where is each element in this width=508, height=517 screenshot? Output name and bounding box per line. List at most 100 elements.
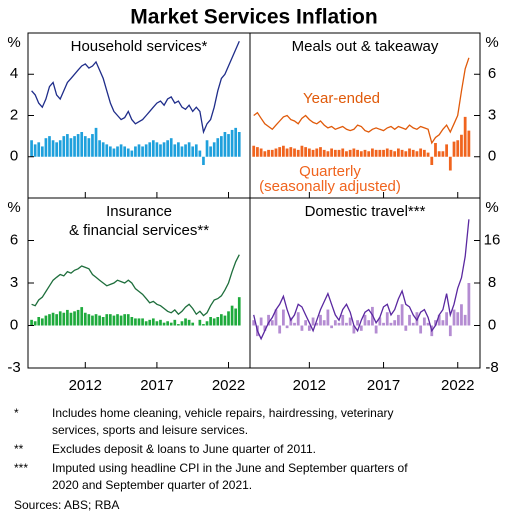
bar — [463, 314, 467, 326]
bar — [87, 138, 91, 157]
bar — [58, 140, 62, 157]
bar — [322, 320, 326, 326]
bar — [307, 325, 311, 331]
line — [253, 219, 470, 341]
bar — [411, 149, 415, 157]
bar — [393, 151, 397, 157]
bar — [422, 149, 426, 157]
bar — [40, 318, 44, 326]
x-tick-label: 2022 — [441, 377, 474, 394]
y-tick-label: 16 — [484, 231, 501, 248]
bar — [126, 314, 130, 326]
bar — [148, 142, 152, 157]
bar — [76, 309, 80, 326]
bar — [169, 322, 173, 326]
bar — [434, 143, 437, 157]
note-text: 2020 and September quarter of 2021. — [52, 478, 253, 492]
y-tick-label: 4 — [10, 65, 18, 82]
y-tick-label: 6 — [488, 65, 496, 82]
bar — [389, 322, 393, 326]
bar — [141, 146, 144, 157]
x-tick-label: 2012 — [69, 377, 102, 394]
bar — [419, 325, 423, 334]
bar — [311, 149, 315, 157]
bar — [300, 325, 304, 331]
bar — [73, 136, 76, 157]
bar — [385, 312, 389, 326]
bar — [460, 304, 463, 326]
bar — [396, 148, 400, 157]
bar — [252, 145, 256, 157]
bar — [378, 149, 382, 157]
bar — [166, 321, 169, 326]
bar — [293, 322, 296, 326]
annotation: Year-ended — [303, 90, 380, 107]
annotation: Quarterly — [299, 163, 361, 180]
bar — [411, 322, 415, 326]
bar — [162, 142, 166, 157]
bar — [267, 314, 270, 326]
y-tick-label: 0 — [10, 148, 18, 165]
y-unit: % — [7, 34, 20, 51]
bar — [130, 317, 134, 326]
bar — [66, 134, 69, 157]
panel-title: Household services* — [71, 38, 208, 55]
bar — [448, 156, 452, 171]
bar — [94, 314, 98, 326]
bar — [105, 314, 109, 326]
bar — [363, 314, 367, 326]
bar — [374, 325, 378, 334]
bar — [367, 151, 371, 157]
bar — [162, 322, 166, 326]
bar — [159, 319, 162, 326]
bar — [58, 311, 62, 326]
bar — [467, 283, 471, 326]
bar — [441, 151, 445, 157]
bar — [98, 315, 101, 326]
line — [253, 57, 470, 145]
bar — [80, 307, 84, 326]
bar — [151, 140, 155, 157]
bar — [263, 325, 267, 331]
bar — [194, 144, 198, 157]
bar — [48, 136, 51, 157]
bar — [105, 144, 109, 157]
bar — [296, 149, 300, 157]
bar — [289, 317, 293, 326]
bar — [363, 149, 367, 157]
x-tick-label: 2022 — [212, 377, 245, 394]
bar — [456, 312, 460, 326]
bar — [51, 312, 55, 326]
bar — [278, 325, 282, 334]
bar — [259, 148, 263, 157]
bar — [307, 148, 311, 157]
bar — [460, 134, 463, 157]
bar — [191, 146, 195, 157]
bar — [389, 149, 393, 157]
bar — [256, 147, 259, 157]
bar — [40, 146, 44, 157]
bar — [144, 144, 148, 157]
bar — [408, 314, 411, 326]
bar — [116, 314, 119, 326]
bar — [237, 132, 241, 157]
bar — [205, 321, 209, 326]
panel-title: Domestic travel*** — [305, 203, 426, 220]
bar — [220, 314, 223, 326]
bar — [223, 315, 227, 326]
bar — [187, 319, 191, 326]
bar — [415, 151, 419, 157]
bar — [274, 309, 278, 326]
bar — [400, 149, 404, 157]
x-tick-label: 2017 — [367, 377, 400, 394]
bar — [467, 130, 471, 157]
bar — [315, 148, 319, 157]
bar — [220, 136, 223, 157]
bar — [83, 136, 87, 157]
bar — [202, 324, 205, 326]
bar — [448, 325, 452, 337]
bar — [202, 156, 205, 165]
panel-title: Insurance — [106, 203, 172, 220]
bar — [198, 319, 202, 326]
bar — [223, 132, 227, 157]
